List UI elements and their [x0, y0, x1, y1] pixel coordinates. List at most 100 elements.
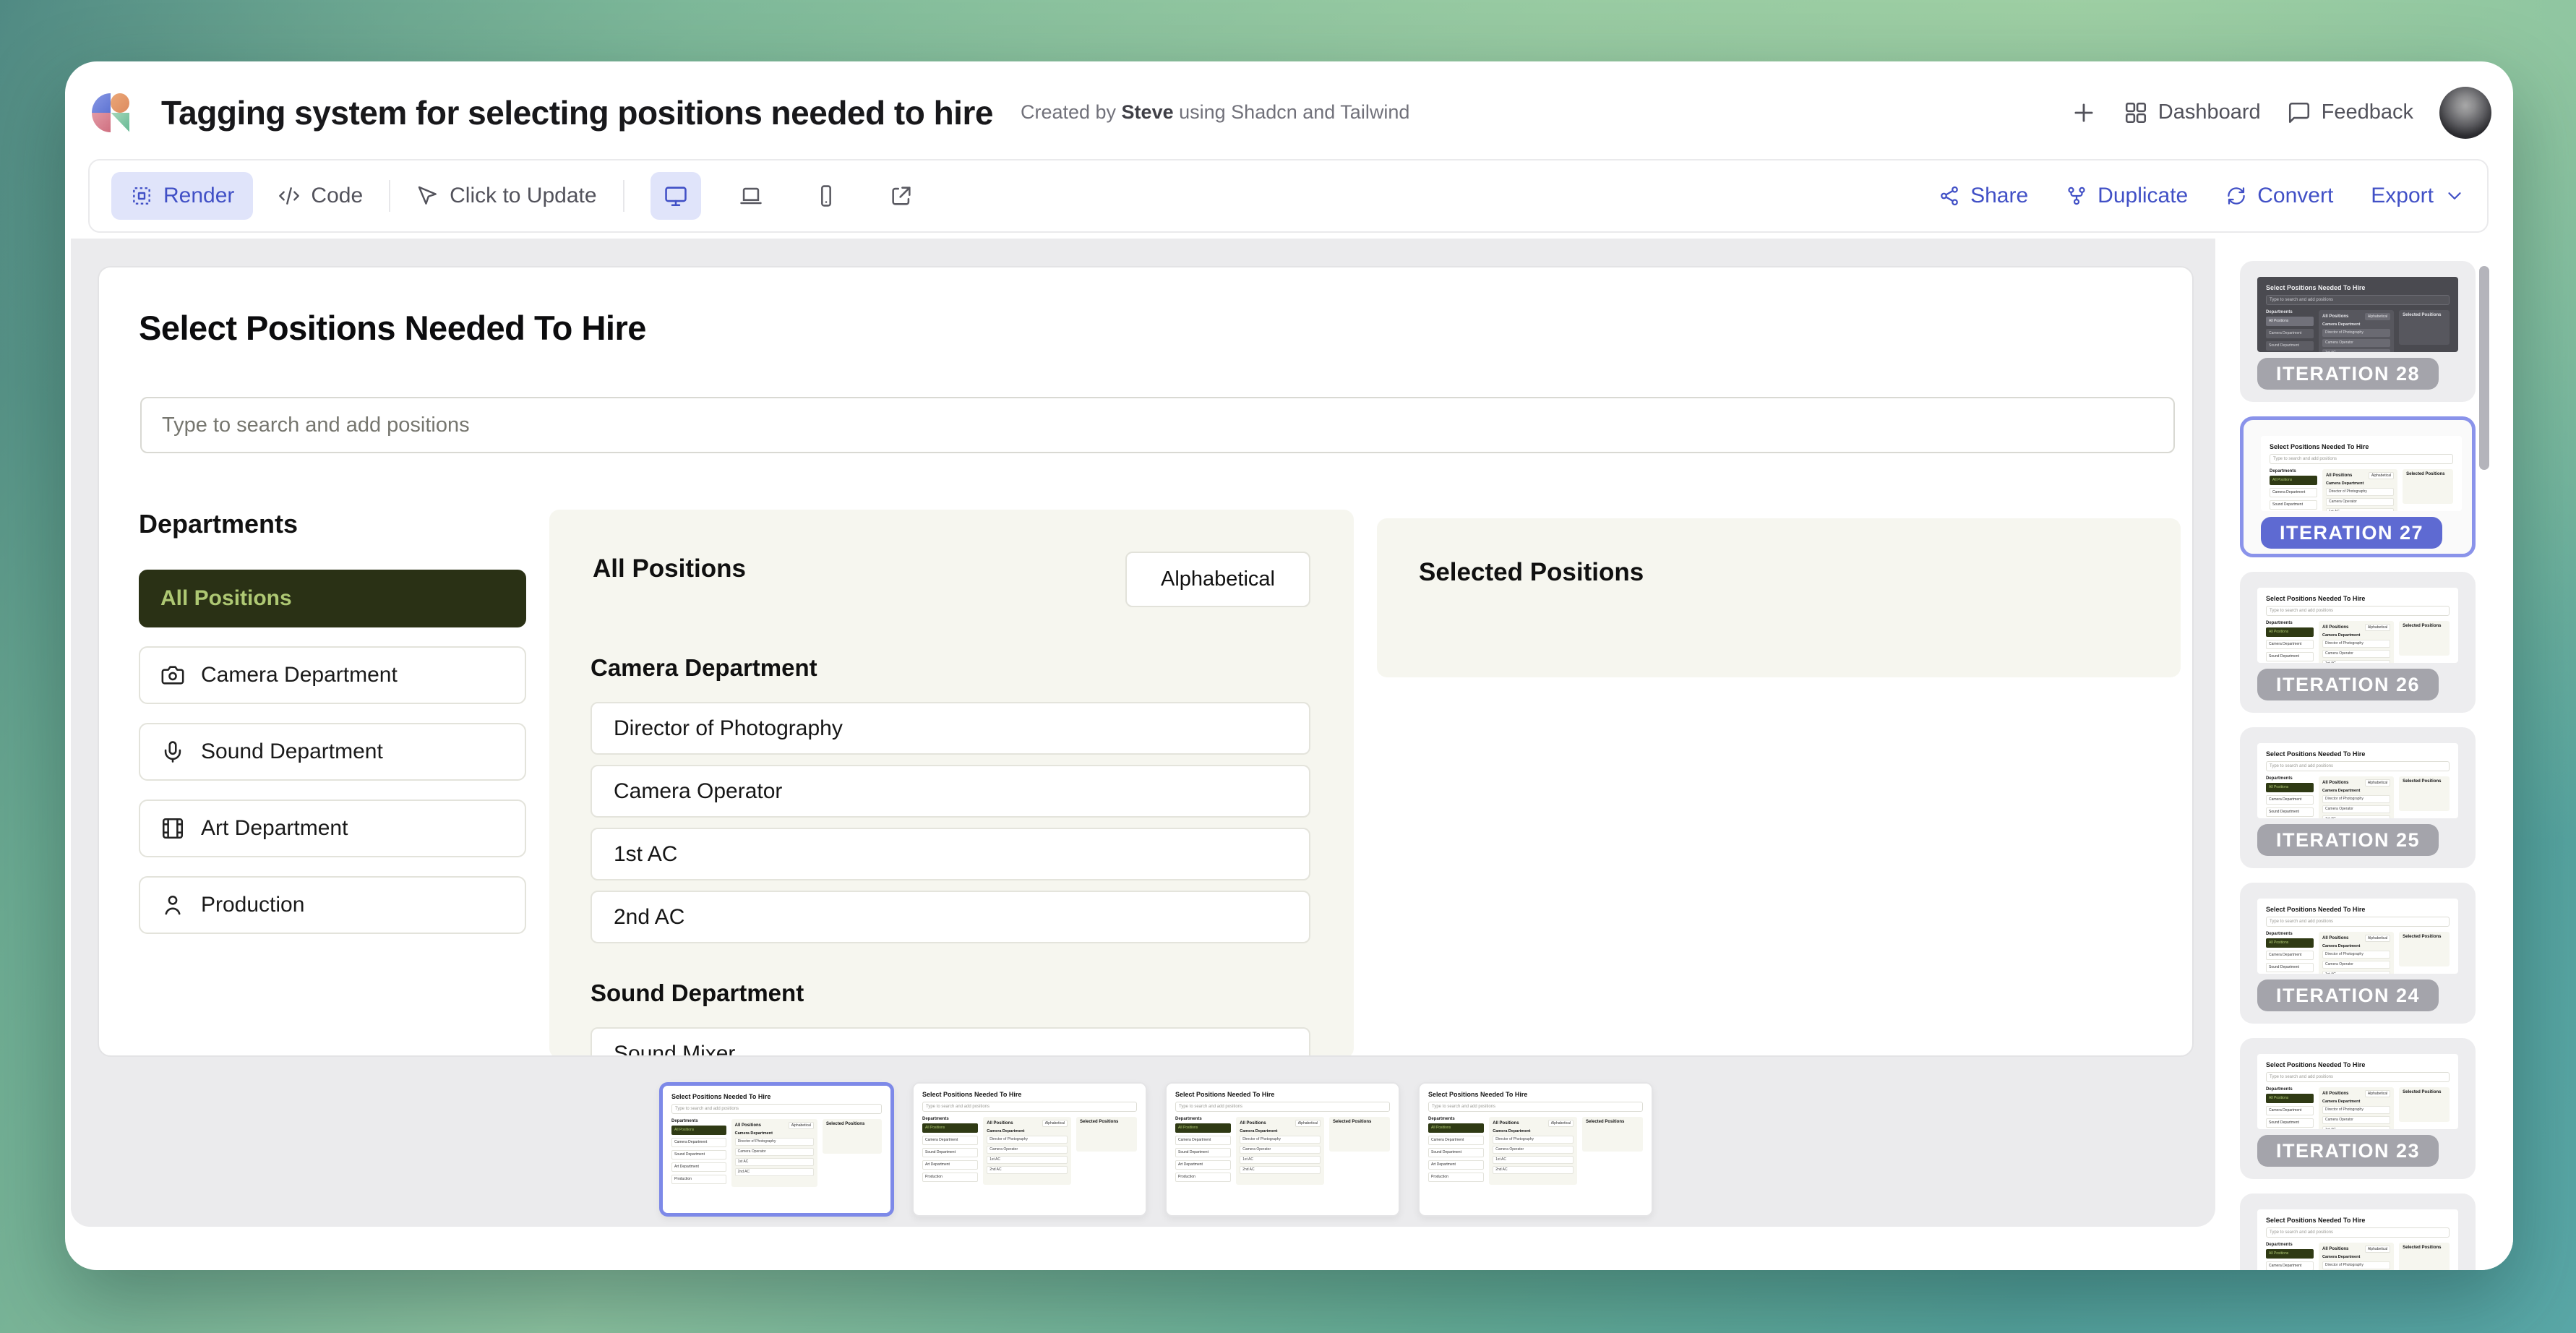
open-preview-icon-button[interactable]: [876, 172, 927, 220]
dashboard-button[interactable]: Dashboard: [2124, 100, 2261, 125]
mini-preview: Select Positions Needed To Hire Type to s…: [2257, 743, 2458, 818]
mini-title: Select Positions Needed To Hire: [922, 1091, 1022, 1098]
position-item[interactable]: Camera Operator: [591, 765, 1310, 818]
code-icon: [279, 187, 300, 205]
toolbar-divider: [622, 180, 624, 212]
user-avatar[interactable]: [2439, 86, 2491, 139]
iteration-card-iteration-24[interactable]: Select Positions Needed To Hire Type to s…: [2240, 883, 2476, 1024]
variant-thumbnail-1[interactable]: Select Positions Needed To Hire Type to s…: [659, 1082, 894, 1217]
iteration-thumbnail: Select Positions Needed To Hire Type to s…: [2257, 588, 2458, 663]
mini-preview: Select Positions Needed To Hire Type to s…: [663, 1086, 890, 1213]
iteration-card-iteration-23[interactable]: Select Positions Needed To Hire Type to s…: [2240, 1038, 2476, 1179]
mobile-view-button[interactable]: [801, 172, 851, 220]
variant-thumbnail-3[interactable]: Select Positions Needed To Hire Type to s…: [1165, 1082, 1400, 1217]
laptop-view-button[interactable]: [726, 172, 776, 220]
mini-chip: Production: [1428, 1173, 1485, 1182]
sidebar-scrollbar[interactable]: [2479, 266, 2489, 470]
convert-button[interactable]: Convert: [2225, 184, 2333, 208]
desktop-view-button[interactable]: [650, 172, 701, 220]
department-button-all-positions[interactable]: All Positions: [139, 570, 526, 627]
iteration-card-iteration-27[interactable]: Select Positions Needed To Hire Type to s…: [2240, 416, 2476, 557]
mini-chip: Camera Department: [2270, 488, 2318, 497]
mini-title: Select Positions Needed To Hire: [671, 1093, 771, 1100]
mini-chip: Camera Department: [1175, 1136, 1232, 1145]
iteration-card-iteration-26[interactable]: Select Positions Needed To Hire Type to s…: [2240, 572, 2476, 713]
mini-search: Type to search and add positions: [2266, 295, 2450, 305]
department-button-sound-department[interactable]: Sound Department: [139, 723, 526, 781]
iteration-card-iteration-25[interactable]: Select Positions Needed To Hire Type to s…: [2240, 727, 2476, 868]
position-item[interactable]: 1st AC: [591, 828, 1310, 880]
mini-row: Director of Photography: [2322, 951, 2391, 959]
mini-row: 1st AC: [1493, 1156, 1573, 1164]
mini-row: Camera Operator: [2326, 498, 2395, 506]
mini-chip: Sound Department: [1175, 1148, 1232, 1157]
mini-search: Type to search and add positions: [2266, 917, 2450, 927]
convert-refresh-icon: [2228, 187, 2245, 205]
iteration-card-partial[interactable]: Select Positions Needed To Hire Type to s…: [2240, 1193, 2476, 1270]
laptop-icon: [739, 187, 762, 205]
monitor-icon: [664, 187, 687, 207]
all-positions-heading: All Positions: [593, 554, 746, 583]
mini-title: Select Positions Needed To Hire: [2266, 750, 2366, 758]
mini-chip: Sound Department: [2266, 1118, 2314, 1128]
mini-chip: Sound Department: [671, 1150, 726, 1160]
export-button[interactable]: Export: [2371, 184, 2465, 208]
mini-preview: Select Positions Needed To Hire Type to s…: [1167, 1084, 1399, 1215]
microphone-icon: [164, 741, 181, 763]
mini-row: 1st AC: [2326, 508, 2395, 511]
position-item[interactable]: Director of Photography: [591, 702, 1310, 755]
app-window: Tagging system for selecting positions n…: [65, 61, 2513, 1270]
mini-chip: Camera Department: [2266, 1106, 2314, 1115]
feedback-button[interactable]: Feedback: [2287, 100, 2413, 125]
duplicate-button[interactable]: Duplicate: [2066, 184, 2188, 208]
mini-chip: All Positions: [2270, 476, 2318, 485]
app-header: Tagging system for selecting positions n…: [65, 61, 2513, 159]
mini-chip: Sound Department: [1428, 1148, 1485, 1157]
mini-title: Select Positions Needed To Hire: [2266, 595, 2366, 602]
department-label: All Positions: [160, 586, 292, 610]
mini-row: 1st AC: [2322, 815, 2391, 818]
mini-row: 1st AC: [2322, 660, 2391, 663]
mini-row: Director of Photography: [2326, 488, 2395, 496]
click-to-update-button[interactable]: Click to Update: [416, 184, 597, 208]
mini-row: Director of Photography: [987, 1136, 1068, 1144]
share-button[interactable]: Share: [1939, 184, 2028, 208]
mini-title: Select Positions Needed To Hire: [2266, 1061, 2366, 1068]
mini-preview: Select Positions Needed To Hire Type to s…: [2261, 436, 2462, 511]
variant-thumbnail-2[interactable]: Select Positions Needed To Hire Type to s…: [912, 1082, 1147, 1217]
department-button-art-department[interactable]: Art Department: [139, 800, 526, 857]
mini-row: 2nd AC: [734, 1168, 814, 1176]
app-logo-icon[interactable]: [92, 93, 129, 132]
section-heading: Sound Department: [591, 980, 804, 1006]
mini-row: 1st AC: [1240, 1156, 1321, 1164]
mini-chip: All Positions: [2266, 1249, 2314, 1259]
department-button-camera-department[interactable]: Camera Department: [139, 646, 526, 704]
mini-search: Type to search and add positions: [1428, 1102, 1643, 1112]
project-subtitle: Created by Steve using Shadcn and Tailwi…: [1020, 101, 1410, 123]
department-button-production[interactable]: Production: [139, 876, 526, 934]
project-title: Tagging system for selecting positions n…: [161, 93, 993, 132]
mini-row: Camera Operator: [2322, 1116, 2391, 1124]
sort-alphabetical-button[interactable]: Alphabetical: [1125, 552, 1310, 607]
render-tab[interactable]: Render: [111, 172, 254, 220]
mini-chip: Camera Department: [1428, 1136, 1485, 1145]
mini-chip: Camera Department: [2266, 1261, 2314, 1270]
mini-chip: Production: [922, 1173, 979, 1182]
position-item[interactable]: 2nd AC: [591, 891, 1310, 943]
variant-thumbnail-4[interactable]: Select Positions Needed To Hire Type to s…: [1418, 1082, 1653, 1217]
mini-chip: Camera Department: [922, 1136, 979, 1145]
mini-chip: All Positions: [2266, 938, 2314, 948]
position-item[interactable]: Sound Mixer: [591, 1027, 1310, 1055]
iteration-card-iteration-28[interactable]: Select Positions Needed To Hire Type to s…: [2240, 261, 2476, 402]
new-project-button[interactable]: [2070, 99, 2098, 127]
iteration-label: ITERATION 25: [2257, 824, 2439, 856]
search-input[interactable]: [140, 397, 2175, 453]
code-tab[interactable]: Code: [278, 184, 363, 208]
all-positions-panel: All Positions Alphabetical Camera Depart…: [549, 510, 1354, 1055]
mini-row: Camera Operator: [1240, 1146, 1321, 1154]
smartphone-icon: [820, 185, 831, 207]
mini-chip: Art Department: [1175, 1160, 1232, 1170]
iteration-label: ITERATION 23: [2257, 1135, 2439, 1167]
mini-chip: All Positions: [2266, 1094, 2314, 1103]
mini-chip: Sound Department: [2266, 963, 2314, 972]
